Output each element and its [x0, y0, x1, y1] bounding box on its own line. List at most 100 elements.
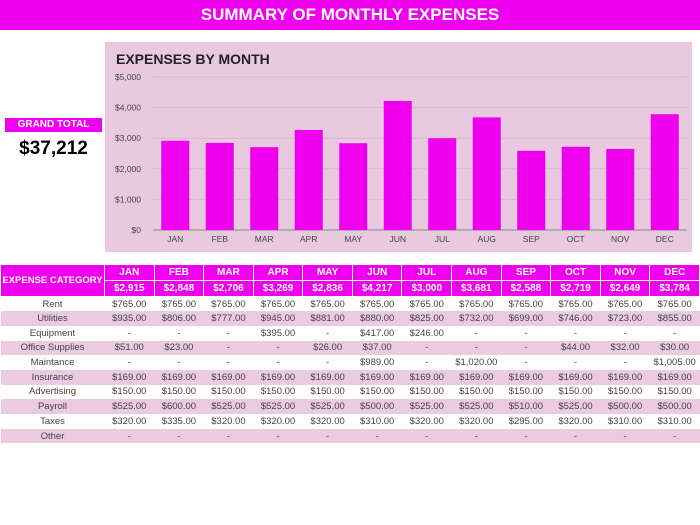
value-cell: $765.00: [161, 298, 197, 310]
y-tick-label: $0: [132, 225, 142, 235]
value-cell: $169.00: [203, 369, 254, 385]
value-cell: $26.00: [302, 340, 353, 356]
value-cell: $169.00: [302, 369, 353, 385]
value-cell: $320.00: [558, 415, 593, 427]
category-cell: Taxes: [40, 415, 65, 427]
value-cell: -: [203, 340, 254, 356]
value-cell: $881.00: [302, 311, 353, 326]
x-tick-label: APR: [300, 234, 317, 244]
value-cell: $169.00: [352, 369, 402, 385]
value-cell: $169.00: [550, 369, 601, 385]
value-cell: $765.00: [409, 298, 444, 310]
value-cell: -: [600, 428, 650, 444]
bar-mar: [250, 147, 279, 230]
table-row: Taxes $320.00 $335.00 $320.00 $320.00 $320.00…: [1, 414, 700, 429]
chart-plot: $0 $1,000 $2,000 $3,000 $4,000 $5,000 JAN FEB MA…: [115, 72, 687, 244]
month-header: SEP: [500, 264, 552, 281]
value-cell: $525.00: [451, 399, 502, 414]
value-cell: -: [326, 357, 330, 369]
month-total: $3,681: [451, 280, 502, 297]
value-cell: $765.00: [508, 298, 544, 310]
bar-nov: [606, 148, 635, 230]
category-cell: Maintance: [30, 357, 75, 369]
month-total: $2,836: [302, 280, 353, 297]
value-cell: -: [104, 428, 155, 444]
value-cell: $732.00: [451, 311, 502, 326]
table-row: Utilities $935.00 $806.00 $777.00 $945.00 $88…: [0, 311, 700, 326]
value-cell: -: [474, 327, 478, 339]
value-cell: $510.00: [501, 399, 551, 414]
value-cell: -: [524, 327, 528, 339]
grand-total-label: GRAND TOTAL: [5, 118, 102, 132]
category-cell: Office Supplies: [0, 340, 105, 356]
value-cell: $310.00: [607, 415, 643, 427]
month-header: AUG: [451, 264, 502, 281]
value-cell: $150.00: [409, 386, 444, 398]
value-cell: $600.00: [154, 399, 204, 414]
value-cell: -: [623, 327, 627, 339]
value-cell: $320.00: [260, 415, 296, 427]
value-cell: $320.00: [211, 415, 246, 427]
value-cell: $765.00: [112, 298, 147, 310]
value-cell: $335.00: [161, 415, 197, 427]
value-cell: $150.00: [657, 386, 692, 398]
x-tick-label: JUN: [389, 234, 406, 244]
category-cell: Advertising: [29, 386, 76, 398]
bar-oct: [561, 146, 590, 230]
month-total: $4,217: [351, 280, 403, 297]
category-cell: Utilities: [0, 311, 105, 326]
value-cell: $150.00: [161, 386, 197, 398]
y-tick-label: $2,000: [115, 164, 141, 174]
value-cell: $500.00: [649, 399, 700, 414]
value-cell: $320.00: [112, 415, 147, 427]
value-cell: -: [177, 327, 181, 339]
month-total: $2,719: [550, 280, 601, 297]
value-cell: $32.00: [600, 340, 650, 356]
value-cell: $945.00: [253, 311, 303, 326]
month-total: $2,649: [599, 280, 651, 297]
x-tick-label: DEC: [656, 234, 674, 244]
value-cell: -: [352, 428, 402, 444]
value-cell: $169.00: [649, 369, 700, 385]
value-cell: $765.00: [459, 298, 494, 310]
value-cell: -: [276, 357, 280, 369]
x-tick-label: OCT: [567, 234, 585, 244]
category-cell: Rent: [42, 298, 63, 310]
table-row: Office Supplies $51.00 $23.00- - $26.00 $37.0…: [0, 340, 700, 356]
month-total: $3,000: [401, 280, 453, 297]
value-cell: $746.00: [550, 311, 601, 326]
category-header: EXPENSE CATEGORY: [0, 264, 105, 297]
y-tick-label: $5,000: [115, 72, 141, 82]
month-total: $2,588: [500, 280, 552, 297]
value-cell: $765.00: [360, 298, 395, 310]
value-cell: $765.00: [260, 298, 296, 310]
table-row: Rent $765.00 $765.00 $765.00 $765.00 $765.00 $…: [1, 297, 700, 312]
bar-apr: [294, 129, 323, 230]
value-cell: $37.00: [352, 340, 402, 356]
value-cell: $525.00: [302, 399, 353, 414]
value-cell: $1,005.00: [653, 357, 696, 369]
chart-title: EXPENSES BY MONTH: [116, 51, 270, 67]
x-tick-label: JAN: [167, 234, 183, 244]
value-cell: -: [302, 428, 353, 444]
grand-total-value: $37,212: [19, 138, 88, 159]
category-cell: Payroll: [0, 399, 105, 414]
value-cell: $150.00: [260, 386, 296, 398]
value-cell: -: [623, 357, 627, 369]
value-cell: $855.00: [649, 311, 700, 326]
bar-may: [339, 143, 368, 230]
value-cell: -: [573, 357, 578, 369]
value-cell: $880.00: [352, 311, 402, 326]
value-cell: $765.00: [558, 298, 593, 310]
x-tick-label: MAR: [255, 234, 274, 244]
value-cell: $699.00: [501, 311, 551, 326]
value-cell: $169.00: [401, 369, 452, 385]
value-cell: -: [127, 357, 131, 369]
expense-table: EXPENSE CATEGORY JAN FEB MAR APR MAY JUN JUL AUG…: [0, 264, 700, 444]
month-total: $2,915: [104, 280, 155, 297]
value-cell: $150.00: [508, 386, 544, 398]
value-cell: -: [226, 327, 231, 339]
bar-feb: [205, 142, 234, 230]
value-cell: $295.00: [508, 415, 544, 427]
category-cell: Other: [0, 428, 105, 444]
